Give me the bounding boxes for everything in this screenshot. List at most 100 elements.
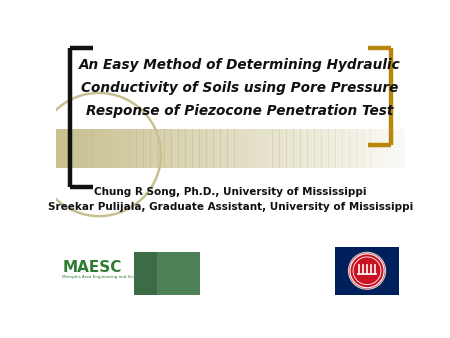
Bar (140, 129, 144, 168)
Bar (130, 129, 133, 168)
Bar (81, 129, 85, 168)
Bar (374, 129, 378, 168)
Bar (88, 129, 91, 168)
Circle shape (353, 257, 381, 285)
Bar (342, 129, 346, 168)
Bar (398, 129, 402, 168)
Text: Sreekar Pulijala, Graduate Assistant, University of Mississippi: Sreekar Pulijala, Graduate Assistant, Un… (48, 202, 413, 212)
Bar (395, 129, 398, 168)
Bar (199, 129, 203, 168)
Bar (150, 129, 154, 168)
Bar (332, 129, 336, 168)
Bar (384, 129, 388, 168)
Bar (258, 129, 262, 168)
Bar (136, 129, 140, 168)
Bar (102, 129, 105, 168)
Bar (196, 129, 200, 168)
Bar (157, 252, 200, 295)
Bar (116, 129, 119, 168)
Bar (245, 129, 248, 168)
Bar (255, 129, 259, 168)
Bar (161, 129, 165, 168)
Bar (293, 129, 297, 168)
Text: Conductivity of Soils using Pore Pressure: Conductivity of Soils using Pore Pressur… (81, 80, 399, 95)
Bar (67, 129, 71, 168)
Text: Memphis Area Engineering and Sciences Conference: Memphis Area Engineering and Sciences Co… (63, 275, 171, 279)
Bar (367, 129, 370, 168)
Bar (262, 129, 266, 168)
Bar (304, 129, 308, 168)
Bar (252, 129, 256, 168)
Bar (279, 129, 284, 168)
Bar (217, 129, 220, 168)
Bar (318, 129, 322, 168)
Bar (122, 129, 126, 168)
Bar (154, 129, 158, 168)
Bar (202, 129, 207, 168)
Bar (360, 129, 364, 168)
Text: Chung R Song, Ph.D., University of Mississippi: Chung R Song, Ph.D., University of Missi… (94, 187, 367, 197)
Bar (164, 129, 168, 168)
Bar (119, 129, 123, 168)
Bar (311, 129, 315, 168)
Bar (175, 129, 179, 168)
Text: MAESC: MAESC (63, 260, 122, 275)
Bar (108, 129, 112, 168)
Bar (192, 129, 196, 168)
Bar (74, 129, 77, 168)
Bar (353, 129, 356, 168)
Bar (189, 129, 193, 168)
Bar (206, 129, 210, 168)
Bar (230, 129, 234, 168)
Bar (158, 129, 161, 168)
Bar (168, 129, 172, 168)
Bar (224, 129, 228, 168)
Bar (56, 129, 60, 168)
Bar (346, 129, 350, 168)
Bar (349, 129, 353, 168)
Bar (363, 129, 367, 168)
Bar (377, 129, 381, 168)
Bar (144, 129, 147, 168)
Text: Response of Piezocone Penetration Test: Response of Piezocone Penetration Test (86, 104, 394, 118)
Circle shape (348, 252, 386, 289)
Bar (339, 129, 342, 168)
Bar (63, 129, 67, 168)
Bar (314, 129, 318, 168)
Bar (185, 129, 189, 168)
Bar (213, 129, 217, 168)
Bar (387, 129, 392, 168)
Bar (227, 129, 231, 168)
Bar (77, 129, 81, 168)
Bar (234, 129, 238, 168)
Bar (401, 129, 405, 168)
Bar (290, 129, 294, 168)
Bar (98, 129, 102, 168)
Bar (60, 129, 63, 168)
Bar (283, 129, 287, 168)
Bar (91, 129, 95, 168)
Bar (307, 129, 311, 168)
Bar (134, 252, 200, 295)
Text: An Easy Method of Determining Hydraulic: An Easy Method of Determining Hydraulic (79, 57, 401, 72)
Bar (356, 129, 360, 168)
Bar (241, 129, 245, 168)
Bar (112, 129, 116, 168)
Bar (276, 129, 280, 168)
Bar (301, 129, 304, 168)
Bar (133, 129, 137, 168)
Bar (220, 129, 224, 168)
Bar (105, 129, 109, 168)
Bar (370, 129, 374, 168)
Bar (335, 129, 339, 168)
Bar (381, 129, 384, 168)
Bar (266, 129, 270, 168)
Bar (178, 129, 182, 168)
Bar (321, 129, 325, 168)
Bar (391, 129, 395, 168)
Bar (84, 129, 88, 168)
Bar (126, 129, 130, 168)
Bar (325, 129, 328, 168)
Bar (210, 129, 214, 168)
Bar (297, 129, 301, 168)
